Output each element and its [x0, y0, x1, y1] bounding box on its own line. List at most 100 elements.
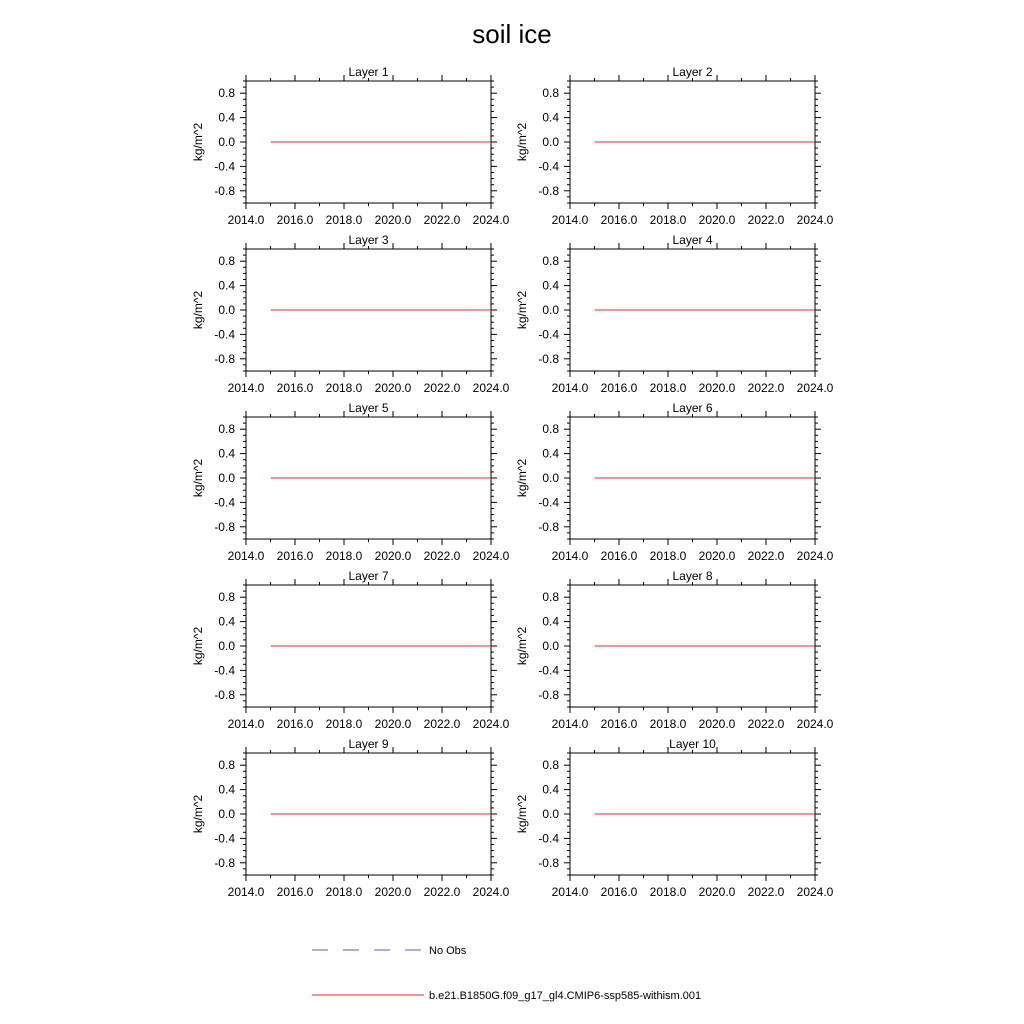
y-tick-label: 0.0	[542, 807, 559, 821]
x-tick-label: 2020.0	[699, 213, 736, 227]
legend-label: b.e21.B1850G.f09_g17_gl4.CMIP6-ssp585-wi…	[429, 990, 701, 1002]
x-tick-label: 2014.0	[228, 549, 265, 563]
x-tick-label: 2024.0	[473, 549, 510, 563]
y-tick-label: 0.0	[542, 639, 559, 653]
y-tick-label: 0.0	[542, 471, 559, 485]
x-tick-label: 2014.0	[552, 885, 589, 899]
y-tick-label: -0.4	[538, 495, 559, 509]
y-tick-label: 0.4	[218, 111, 235, 125]
y-tick-label: 0.8	[542, 590, 559, 604]
y-tick-label: 0.0	[218, 303, 235, 317]
y-axis-label: kg/m^2	[191, 123, 205, 162]
y-tick-label: -0.8	[214, 688, 235, 702]
panel-5: Layer 5 kg/m^2 2014.0 2016.0 2018.0 2020.0 202…	[191, 401, 510, 563]
x-tick-label: 2018.0	[650, 549, 687, 563]
y-tick-label: 0.8	[218, 422, 235, 436]
y-tick-label: -0.8	[538, 856, 559, 870]
x-tick-label: 2016.0	[601, 381, 638, 395]
x-tick-label: 2018.0	[650, 885, 687, 899]
x-tick-label: 2022.0	[424, 213, 461, 227]
panel-6: Layer 6 kg/m^2 2014.0 2016.0 2018.0 2020.0 202…	[515, 401, 834, 563]
x-tick-label: 2018.0	[326, 717, 363, 731]
y-tick-label: -0.4	[538, 663, 559, 677]
y-tick-label: 0.4	[218, 279, 235, 293]
x-tick-label: 2020.0	[699, 381, 736, 395]
y-tick-label: 0.0	[542, 135, 559, 149]
y-tick-label: 0.4	[218, 447, 235, 461]
y-tick-label: -0.8	[538, 688, 559, 702]
x-tick-label: 2020.0	[699, 549, 736, 563]
x-tick-label: 2022.0	[748, 381, 785, 395]
y-axis-label: kg/m^2	[515, 291, 529, 330]
panel-title: Layer 7	[348, 569, 388, 583]
y-tick-label: -0.4	[538, 327, 559, 341]
y-tick-label: 0.4	[542, 783, 559, 797]
y-tick-label: -0.8	[538, 352, 559, 366]
y-tick-label: 0.0	[218, 471, 235, 485]
y-tick-label: -0.4	[214, 327, 235, 341]
panel-grid: Layer 1 kg/m^2 2014.0 2016.0 2018.0 2020.0 202…	[191, 65, 834, 899]
y-axis-label: kg/m^2	[515, 795, 529, 834]
y-tick-label: 0.8	[218, 86, 235, 100]
panel-title: Layer 3	[348, 233, 388, 247]
panel-4: Layer 4 kg/m^2 2014.0 2016.0 2018.0 2020.0 202…	[515, 233, 834, 395]
y-tick-label: 0.0	[218, 639, 235, 653]
y-tick-label: -0.8	[538, 184, 559, 198]
y-tick-label: 0.0	[542, 303, 559, 317]
panel-title: Layer 8	[672, 569, 712, 583]
y-tick-label: 0.8	[542, 422, 559, 436]
x-tick-label: 2020.0	[375, 717, 412, 731]
y-tick-label: -0.8	[214, 352, 235, 366]
x-tick-label: 2020.0	[699, 717, 736, 731]
y-tick-label: -0.4	[214, 159, 235, 173]
panel-10: Layer 10 kg/m^2 2014.0 2016.0 2018.0 2020.0 20…	[515, 737, 834, 899]
x-tick-label: 2024.0	[797, 885, 834, 899]
x-tick-label: 2024.0	[473, 381, 510, 395]
x-tick-label: 2018.0	[326, 549, 363, 563]
y-tick-label: 0.8	[542, 254, 559, 268]
x-tick-label: 2024.0	[797, 213, 834, 227]
y-axis-label: kg/m^2	[515, 627, 529, 666]
x-tick-label: 2016.0	[601, 717, 638, 731]
x-tick-label: 2020.0	[375, 549, 412, 563]
y-tick-label: 0.8	[218, 758, 235, 772]
x-tick-label: 2014.0	[228, 885, 265, 899]
x-tick-label: 2024.0	[473, 717, 510, 731]
y-tick-label: 0.8	[542, 758, 559, 772]
legend: No Obs b.e21.B1850G.f09_g17_gl4.CMIP6-ssp…	[312, 945, 701, 1002]
x-tick-label: 2016.0	[277, 549, 314, 563]
panel-title: Layer 10	[669, 737, 716, 751]
y-tick-label: -0.8	[214, 520, 235, 534]
y-tick-label: 0.4	[542, 447, 559, 461]
x-tick-label: 2014.0	[228, 717, 265, 731]
x-tick-label: 2022.0	[424, 717, 461, 731]
x-tick-label: 2014.0	[228, 213, 265, 227]
x-tick-label: 2024.0	[797, 549, 834, 563]
y-tick-label: -0.4	[214, 831, 235, 845]
x-tick-label: 2022.0	[424, 885, 461, 899]
y-tick-label: 0.4	[218, 615, 235, 629]
y-tick-label: 0.4	[542, 615, 559, 629]
x-tick-label: 2014.0	[552, 213, 589, 227]
x-tick-label: 2024.0	[797, 381, 834, 395]
y-tick-label: -0.4	[538, 831, 559, 845]
panel-9: Layer 9 kg/m^2 2014.0 2016.0 2018.0 2020.0 202…	[191, 737, 510, 899]
y-tick-label: -0.8	[214, 856, 235, 870]
x-tick-label: 2022.0	[748, 213, 785, 227]
x-tick-label: 2024.0	[473, 885, 510, 899]
x-tick-label: 2022.0	[424, 549, 461, 563]
x-tick-label: 2024.0	[797, 717, 834, 731]
y-axis-label: kg/m^2	[191, 627, 205, 666]
x-tick-label: 2022.0	[748, 717, 785, 731]
y-axis-label: kg/m^2	[191, 795, 205, 834]
panel-7: Layer 7 kg/m^2 2014.0 2016.0 2018.0 2020.0 202…	[191, 569, 510, 731]
x-tick-label: 2016.0	[601, 885, 638, 899]
panel-title: Layer 9	[348, 737, 388, 751]
y-tick-label: -0.4	[214, 663, 235, 677]
panel-1: Layer 1 kg/m^2 2014.0 2016.0 2018.0 2020.0 202…	[191, 65, 510, 227]
x-tick-label: 2016.0	[601, 213, 638, 227]
x-tick-label: 2014.0	[552, 381, 589, 395]
x-tick-label: 2022.0	[424, 381, 461, 395]
y-tick-label: 0.0	[218, 135, 235, 149]
